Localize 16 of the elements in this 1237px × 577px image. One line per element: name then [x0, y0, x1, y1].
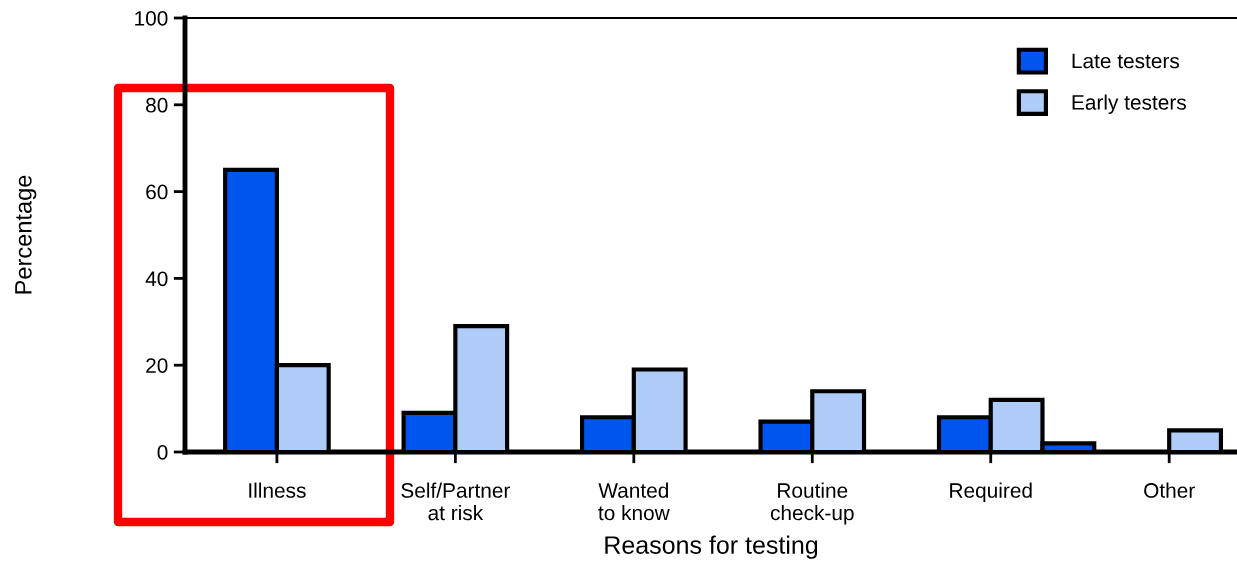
x-tick-label: Illness — [249, 482, 306, 498]
x-axis-title: Reasons for testing — [605, 535, 818, 559]
y-axis-title: Percentage — [15, 175, 37, 294]
y-tick-label: 100 — [135, 11, 168, 26]
x-tick-label: Self/Partner at risk — [401, 482, 511, 521]
y-tick-label: 0 — [157, 445, 168, 460]
x-tick-label: Wanted to know — [598, 482, 670, 521]
legend-label: Late testers — [1072, 53, 1180, 69]
x-tick-label: Other — [1144, 482, 1195, 498]
y-tick-label: 60 — [146, 184, 168, 200]
legend-label: Early testers — [1072, 94, 1186, 114]
y-tick-label: 80 — [146, 97, 168, 113]
y-tick-label: 20 — [146, 358, 168, 373]
y-tick-label: 40 — [145, 271, 168, 287]
x-tick-label: Routine check-up — [770, 482, 854, 525]
x-tick-label: Required — [950, 482, 1032, 502]
